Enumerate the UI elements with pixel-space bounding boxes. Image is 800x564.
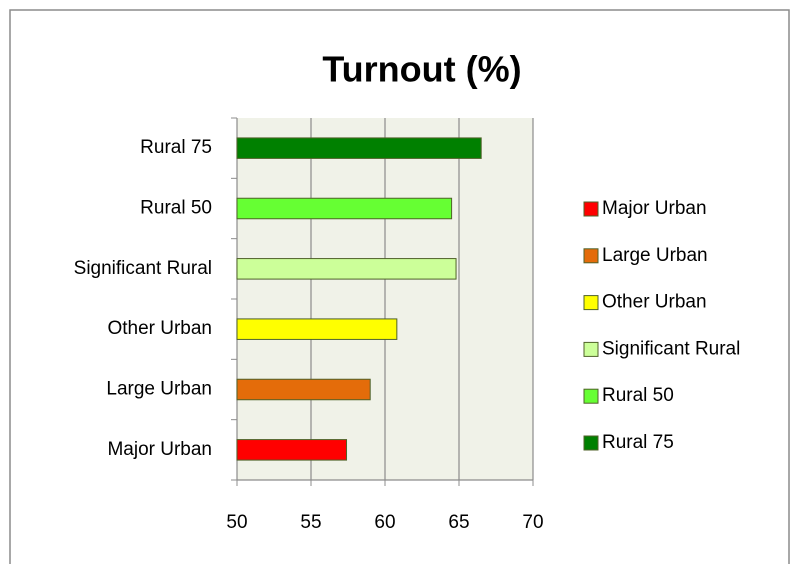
x-tick-label: 55 [300, 512, 321, 533]
bar [236, 258, 457, 280]
legend-label: Large Urban [602, 245, 708, 266]
y-tick-label: Rural 50 [140, 198, 212, 219]
y-tick-label: Large Urban [106, 379, 212, 400]
legend-label: Significant Rural [602, 338, 740, 359]
legend-label: Other Urban [602, 292, 707, 313]
bar [236, 439, 348, 461]
chart-frame [9, 9, 790, 564]
bar [236, 318, 398, 340]
legend-swatch [583, 295, 599, 311]
legend-swatch [583, 435, 599, 451]
bar [236, 137, 482, 159]
y-tick-label: Major Urban [107, 439, 212, 460]
legend-swatch [583, 341, 599, 357]
legend-label: Major Urban [602, 198, 707, 219]
y-tick-label: Other Urban [107, 318, 212, 339]
x-tick-label: 50 [226, 512, 247, 533]
legend-swatch [583, 201, 599, 217]
x-tick-label: 65 [448, 512, 469, 533]
legend-swatch [583, 248, 599, 264]
y-tick-label: Significant Rural [74, 258, 212, 279]
bar [236, 197, 453, 220]
bar [236, 378, 371, 401]
x-tick-label: 60 [374, 512, 395, 533]
x-tick-label: 70 [522, 512, 543, 533]
chart-title: Turnout (%) [322, 49, 521, 90]
legend-label: Rural 50 [602, 385, 674, 406]
y-tick-label: Rural 75 [140, 137, 212, 158]
legend-label: Rural 75 [602, 432, 674, 453]
legend-swatch [583, 388, 599, 404]
